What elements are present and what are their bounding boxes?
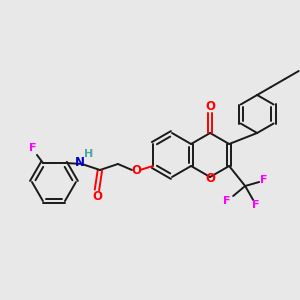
Text: O: O (205, 172, 215, 185)
Text: H: H (84, 149, 94, 159)
Text: O: O (205, 100, 215, 112)
Text: F: F (260, 175, 268, 185)
Text: O: O (92, 190, 102, 203)
Text: O: O (131, 164, 141, 176)
Text: F: F (224, 196, 231, 206)
Text: F: F (29, 143, 37, 153)
Text: N: N (75, 157, 85, 169)
Text: F: F (252, 200, 260, 210)
